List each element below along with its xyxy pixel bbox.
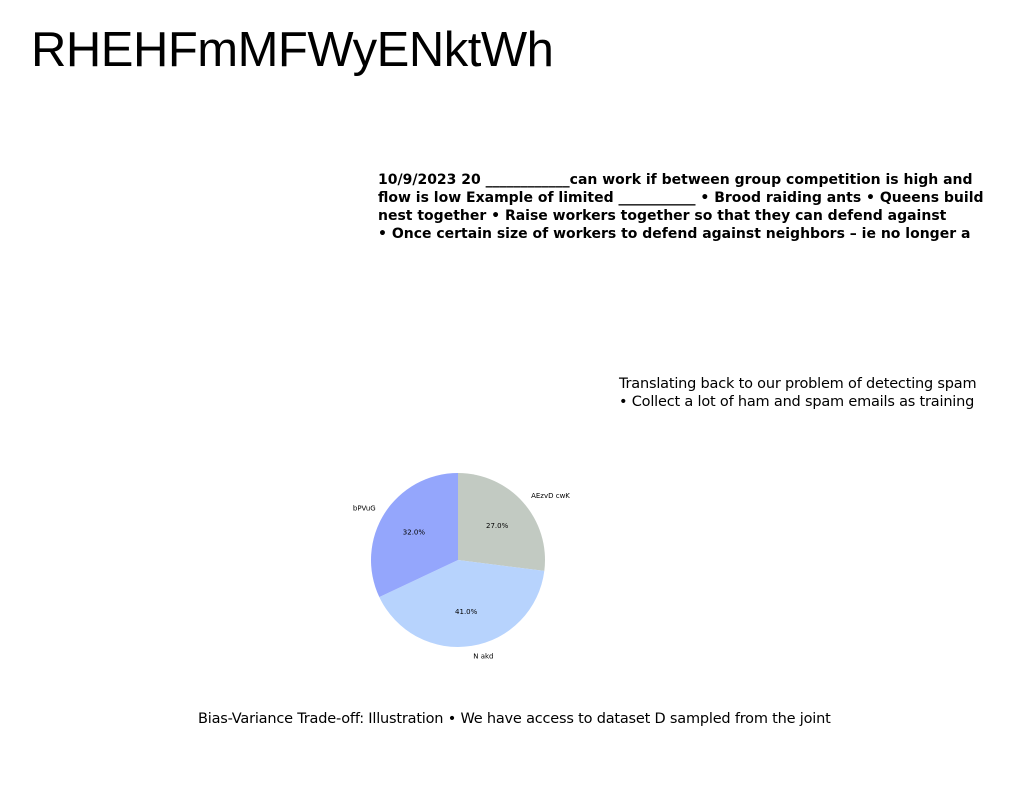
text-line: 10/9/2023 20 ____________can work if bet…	[378, 172, 973, 188]
pie-category-label-2: bPVuG	[353, 504, 376, 512]
text-line: nest together • Raise workers together s…	[378, 208, 947, 224]
pie-chart: 27.0% AEzvD cwK 41.0% N akd 32.0% bPVuG	[330, 460, 590, 665]
text-line: flow is low Example of limited _________…	[378, 190, 984, 206]
text-line: • Once certain size of workers to defend…	[378, 226, 971, 242]
pie-slice-1	[379, 560, 545, 648]
bottom-text: Bias-Variance Trade-off: Illustration • …	[198, 711, 831, 727]
page-title: RHEHFmMFWyENktWh	[31, 23, 554, 77]
light-text-block: Translating back to our problem of detec…	[619, 375, 977, 411]
pie-slice-2	[371, 473, 458, 598]
pie-pct-label-1: 41.0%	[455, 608, 478, 616]
pie-slice-0	[458, 473, 545, 571]
pie-pct-label-0: 27.0%	[486, 522, 509, 530]
bold-text-block: 10/9/2023 20 ____________can work if bet…	[378, 171, 1018, 243]
text-line: • Collect a lot of ham and spam emails a…	[619, 394, 975, 410]
pie-chart-svg: 27.0% AEzvD cwK 41.0% N akd 32.0% bPVuG	[353, 473, 570, 661]
pie-category-label-1: N akd	[473, 653, 493, 661]
pie-category-label-0: AEzvD cwK	[531, 492, 570, 500]
text-line: Translating back to our problem of detec…	[619, 376, 977, 392]
pie-pct-label-2: 32.0%	[403, 529, 426, 537]
